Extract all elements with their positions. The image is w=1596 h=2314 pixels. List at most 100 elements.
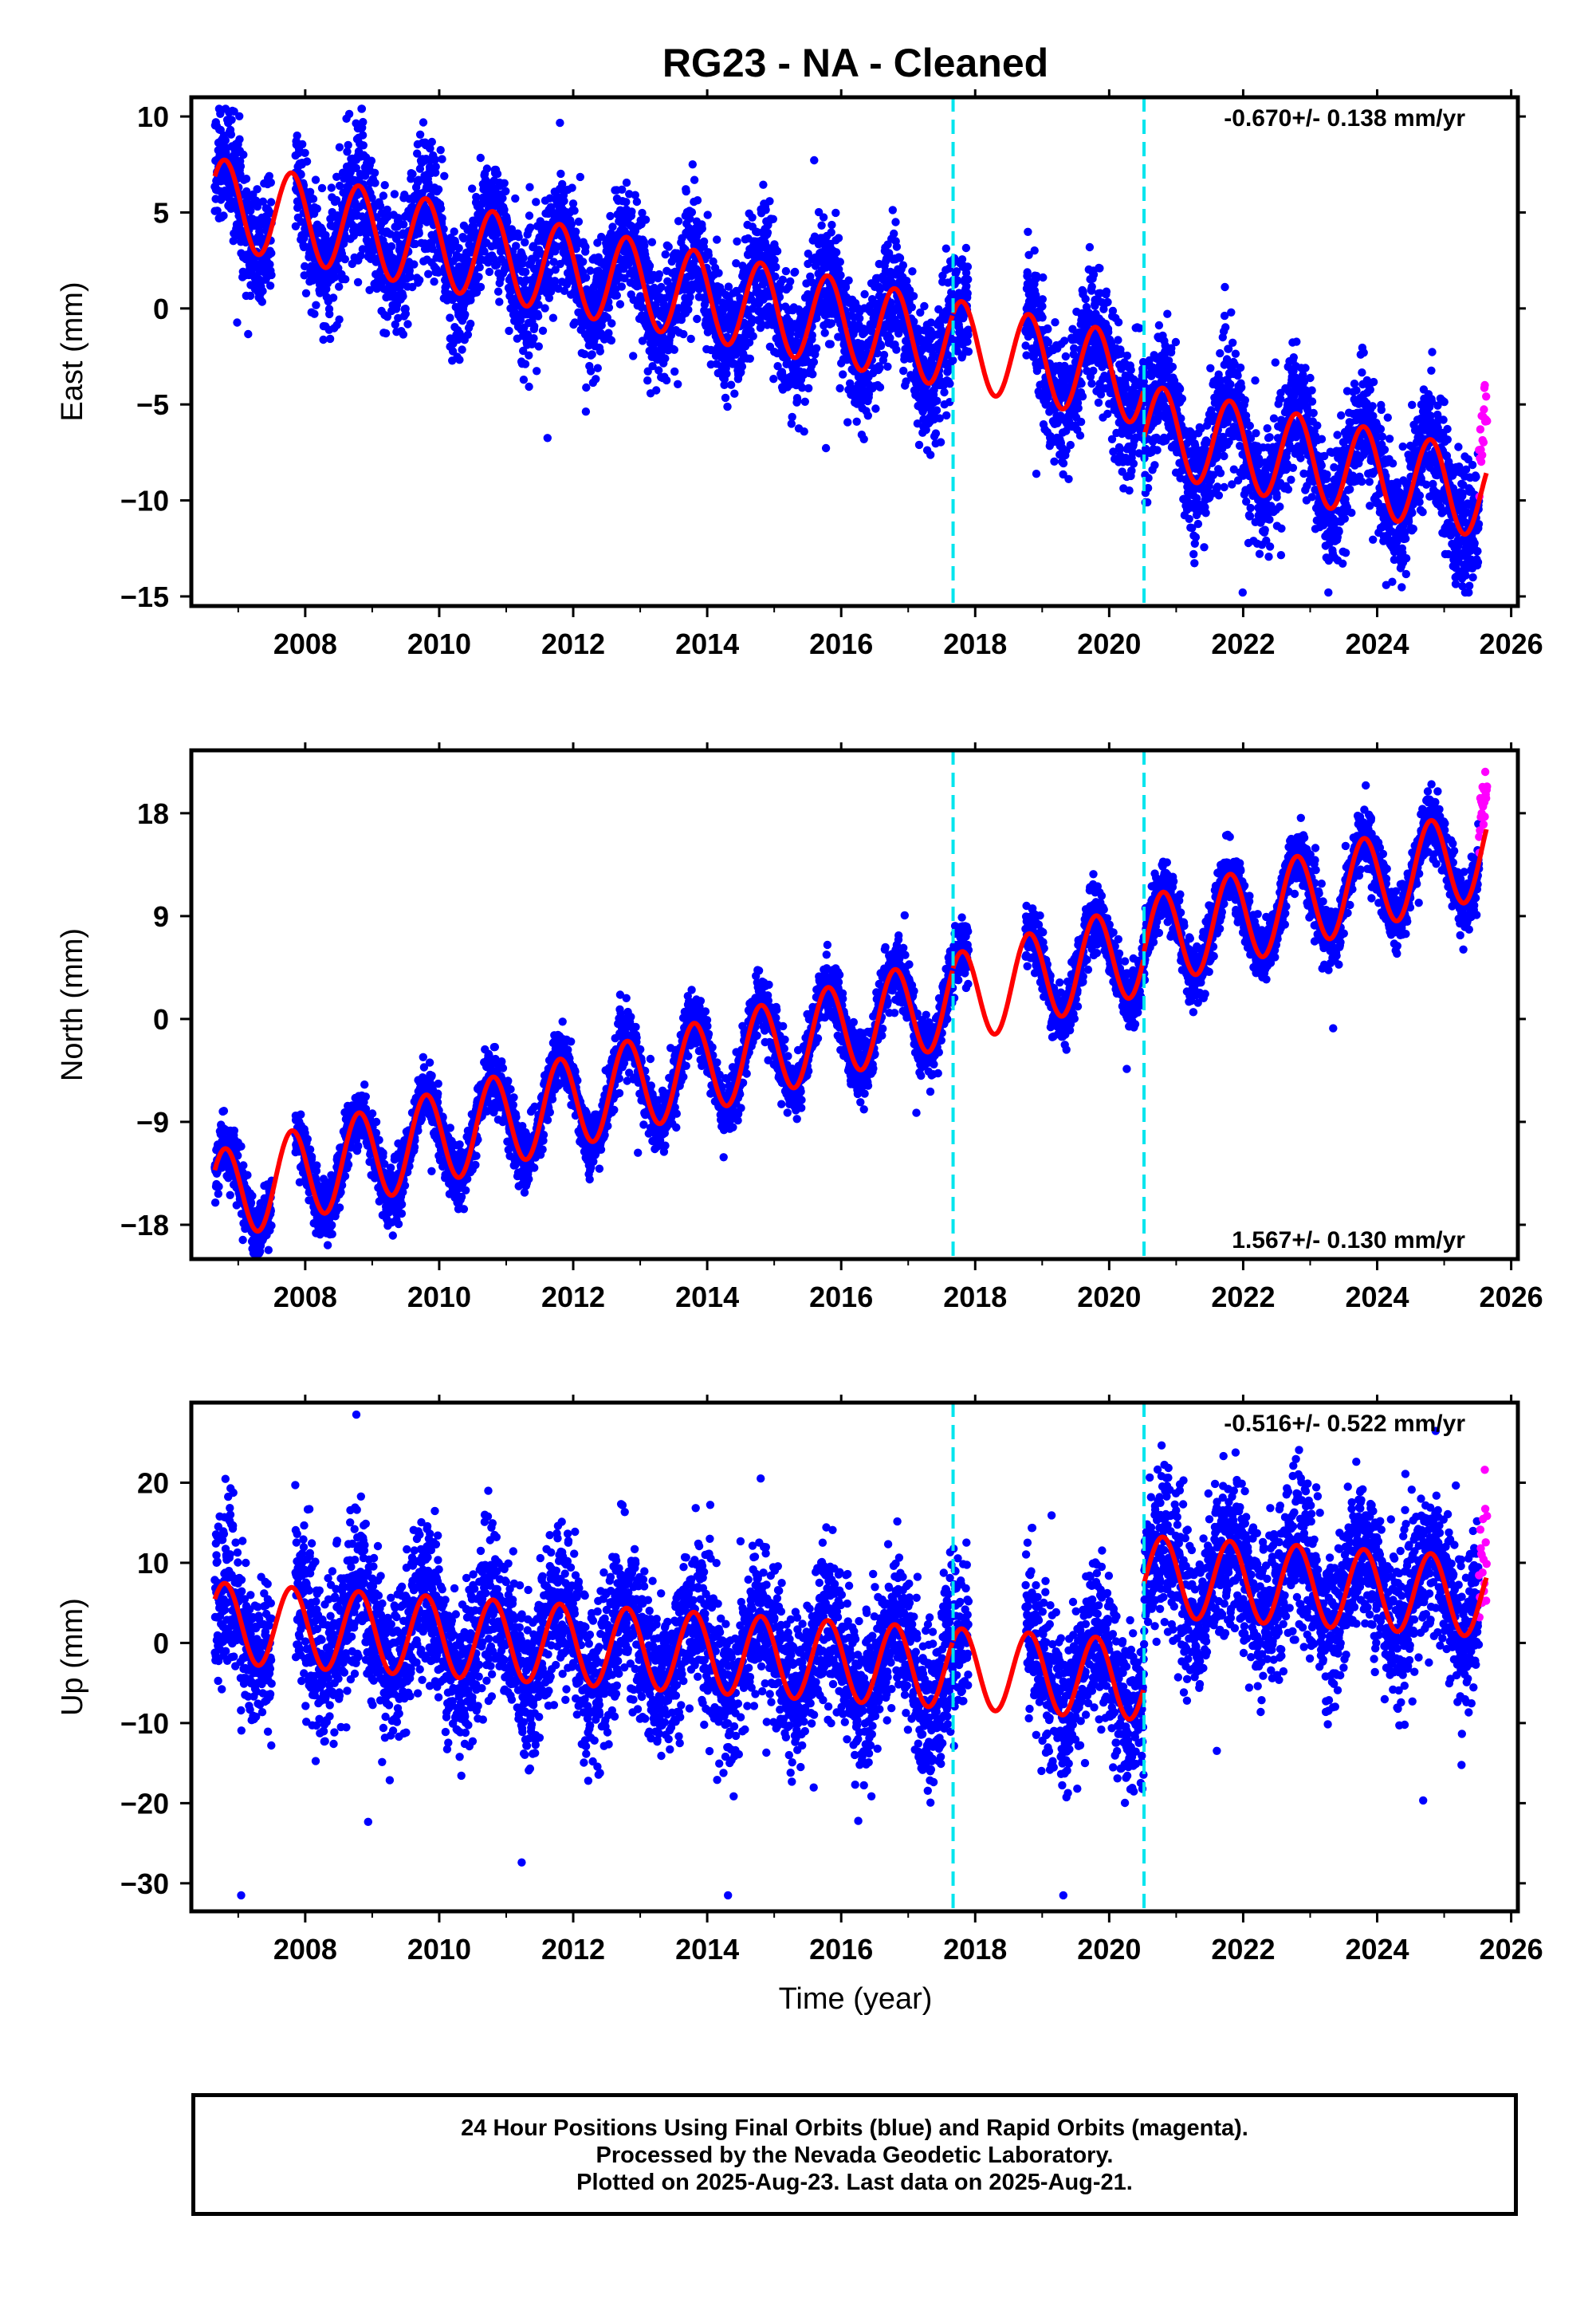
final-point	[343, 148, 352, 156]
final-point	[940, 388, 949, 397]
final-point	[300, 271, 309, 280]
final-point	[500, 179, 509, 187]
final-point	[313, 204, 321, 213]
final-point	[788, 412, 796, 422]
final-point	[525, 211, 534, 220]
final-point	[480, 247, 489, 256]
final-point	[482, 164, 492, 173]
final-point	[908, 267, 917, 276]
final-point	[945, 380, 954, 388]
final-point	[963, 289, 972, 298]
final-point	[607, 319, 616, 328]
final-point	[769, 214, 777, 223]
final-point	[713, 235, 721, 244]
final-point	[391, 320, 399, 329]
final-point	[1064, 474, 1073, 483]
final-point	[371, 179, 379, 187]
final-point	[657, 282, 666, 292]
final-point	[466, 296, 475, 305]
final-point	[297, 170, 305, 179]
final-point	[387, 242, 396, 251]
final-point	[737, 362, 747, 371]
final-point	[1114, 336, 1122, 344]
final-point	[406, 273, 415, 281]
final-point	[827, 220, 836, 230]
final-point	[239, 150, 248, 159]
final-point	[319, 335, 328, 344]
final-point	[826, 340, 835, 348]
final-point	[1175, 384, 1185, 394]
final-point	[647, 238, 657, 246]
final-point	[242, 175, 251, 183]
final-point	[1050, 457, 1059, 466]
final-point	[436, 146, 445, 155]
final-point	[1129, 459, 1138, 468]
final-point	[399, 330, 408, 339]
final-point	[1135, 324, 1144, 333]
final-point	[722, 369, 731, 378]
final-point	[1030, 246, 1039, 255]
final-point	[419, 118, 428, 127]
final-point	[519, 254, 528, 262]
final-point	[438, 155, 446, 163]
final-point	[302, 157, 312, 166]
final-point	[533, 367, 541, 376]
final-point	[1177, 394, 1187, 403]
final-point	[765, 197, 774, 206]
final-point	[1185, 514, 1193, 523]
final-point	[1038, 313, 1047, 322]
final-point	[582, 383, 591, 392]
final-point	[415, 276, 424, 285]
final-point	[430, 155, 439, 164]
final-point	[835, 384, 844, 393]
final-point	[909, 292, 918, 301]
final-point	[1085, 242, 1095, 252]
final-point	[426, 144, 434, 153]
final-point	[468, 184, 477, 193]
final-point	[246, 207, 255, 215]
final-point	[1122, 351, 1132, 360]
final-point	[335, 282, 344, 291]
final-point	[430, 277, 438, 286]
final-point	[291, 222, 301, 230]
final-point	[1193, 519, 1203, 529]
final-point	[581, 407, 591, 416]
final-point	[1074, 403, 1083, 413]
final-point	[839, 370, 847, 379]
final-point	[446, 313, 454, 322]
final-point	[242, 187, 251, 196]
final-point	[593, 364, 602, 372]
final-point	[579, 258, 588, 266]
final-point	[834, 234, 843, 242]
final-point	[344, 109, 354, 119]
final-point	[570, 207, 579, 215]
final-point	[804, 384, 813, 393]
final-point	[427, 137, 436, 147]
final-point	[408, 282, 417, 292]
final-point	[244, 329, 253, 339]
final-point	[632, 197, 642, 207]
final-point	[325, 309, 334, 319]
final-point	[618, 185, 627, 194]
final-point	[512, 242, 521, 250]
final-point	[1078, 392, 1087, 401]
final-point	[596, 347, 604, 356]
final-point	[415, 222, 423, 230]
final-point	[221, 136, 230, 145]
final-point	[907, 303, 917, 312]
final-point	[541, 304, 549, 313]
final-point	[226, 130, 236, 139]
final-point	[390, 190, 399, 199]
final-point	[357, 104, 367, 113]
final-point	[629, 352, 638, 360]
final-point	[860, 289, 869, 299]
final-point	[791, 267, 800, 277]
final-point	[1126, 365, 1135, 375]
final-point	[379, 191, 388, 200]
final-point	[572, 227, 580, 236]
final-point	[1087, 282, 1096, 291]
final-point	[438, 214, 446, 222]
final-point	[859, 435, 868, 443]
final-point	[521, 238, 529, 247]
final-point	[312, 301, 320, 309]
